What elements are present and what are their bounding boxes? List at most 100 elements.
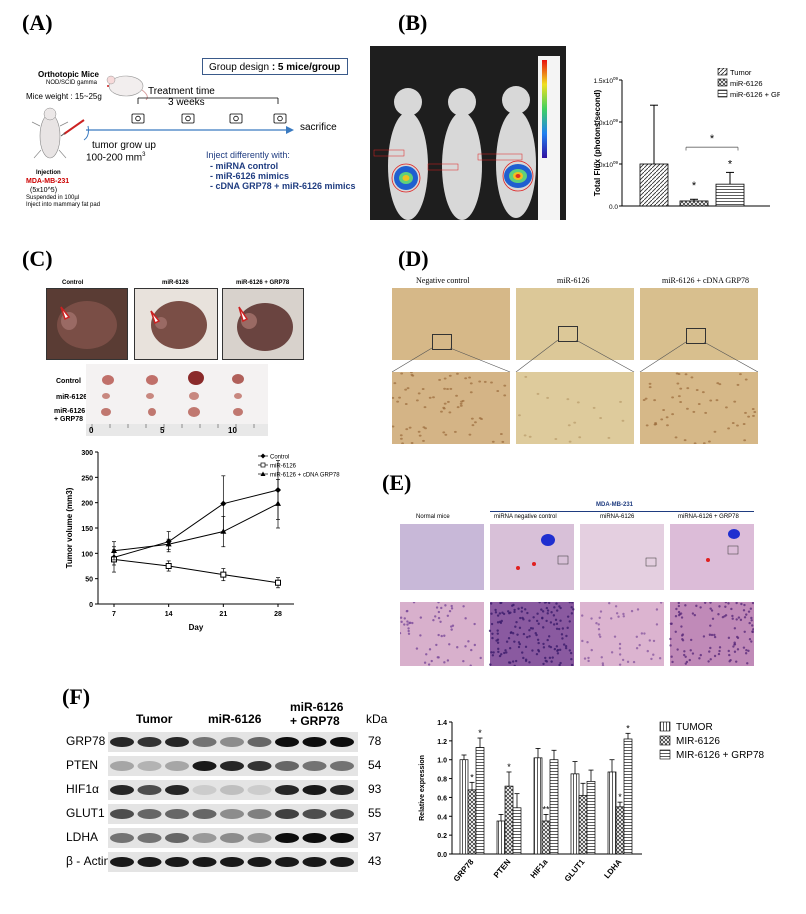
d-cell <box>693 442 697 444</box>
e-nucleus <box>555 609 559 612</box>
d-cell <box>702 442 706 444</box>
e-nucleus <box>635 635 639 638</box>
inject-header: Inject differently with: <box>206 150 290 160</box>
e-nucleus <box>630 609 634 613</box>
blot-band <box>275 737 299 747</box>
b-legend-label-1: Tumor <box>730 68 752 77</box>
d-cell <box>621 419 625 422</box>
blot-band <box>330 761 354 771</box>
e-nucleus <box>541 610 545 613</box>
c-point <box>220 571 227 578</box>
blot-kda-value: 55 <box>368 806 382 820</box>
d-cell <box>453 430 457 433</box>
blot-band <box>137 737 162 747</box>
d-cell <box>422 426 426 429</box>
d-cell <box>399 437 403 440</box>
c-photo-label-grp78: miR-6126 + GRP78 <box>236 280 290 286</box>
d-cell <box>410 373 414 376</box>
e-nucleus <box>552 614 556 617</box>
e-nucleus <box>444 604 447 607</box>
blot-band <box>110 833 134 843</box>
e-nucleus <box>437 610 441 614</box>
c-legend-marker-3 <box>260 471 266 476</box>
e-nucleus <box>568 602 571 604</box>
e-nucleus <box>613 635 617 638</box>
blot-protein-label: LDHA <box>66 830 99 844</box>
e-nucleus <box>735 602 738 605</box>
d-cell <box>401 442 404 444</box>
ruler-mark-10: 10 <box>228 426 237 435</box>
e-nucleus <box>545 602 548 604</box>
blot-band <box>165 857 189 867</box>
d-cell <box>607 436 611 439</box>
d-cell <box>404 388 408 391</box>
e-nucleus <box>564 645 568 648</box>
e-nucleus <box>491 654 495 657</box>
group-design-label: Group design <box>209 62 270 73</box>
e-nucleus <box>434 615 437 618</box>
blot-strip <box>108 804 358 824</box>
d-cell <box>392 425 395 428</box>
e-label-normal: Normal mice <box>416 514 450 520</box>
e-nucleus <box>646 649 649 653</box>
inject-site: Inject into mammary fat pad <box>26 202 101 208</box>
d-cell <box>751 408 755 411</box>
d-cell <box>478 380 482 383</box>
e-nucleus <box>553 606 556 609</box>
e-nucleus <box>622 615 626 618</box>
e-nucleus <box>555 645 559 648</box>
e-nucleus <box>748 638 752 641</box>
f-ylabel: Relative expression <box>419 755 426 821</box>
e-nucleus <box>400 616 403 619</box>
b-ytick-exp: 09 <box>613 160 619 165</box>
f-star: * <box>618 792 622 802</box>
d-cell <box>490 381 493 384</box>
d-cell <box>491 440 495 443</box>
tumor-grow-line2: 100-200 mm3 <box>86 152 145 163</box>
e-nucleus <box>521 651 524 654</box>
f-bar <box>496 820 506 855</box>
flux-bar-chart: 0.0 5.0x1009 1.0x1009 1.5x1009 Total Flux (p… <box>593 68 780 211</box>
c-point <box>111 547 117 553</box>
f-star: ** <box>542 804 550 814</box>
c-legend-marker-2 <box>260 462 266 468</box>
e-nucleus <box>504 649 507 652</box>
e-nucleus <box>583 657 587 660</box>
e-nucleus <box>717 652 721 656</box>
e-nucleus <box>565 634 568 638</box>
e-nucleus <box>679 612 683 615</box>
e-nucleus <box>450 604 453 608</box>
f-legend-label-3: MIR-6126 + GRP78 <box>676 750 765 761</box>
e-nucleus <box>524 659 528 663</box>
e-nucleus <box>733 650 737 653</box>
e-nucleus <box>406 623 409 626</box>
e-nucleus <box>544 656 547 660</box>
e-nucleus <box>675 607 678 611</box>
e-nucleus <box>407 627 410 630</box>
d-cell <box>422 439 425 442</box>
c-ylabel: Tumor volume (mm3) <box>65 487 74 568</box>
e-nucleus <box>728 653 731 657</box>
e-nucleus <box>520 610 523 613</box>
blot-band <box>247 761 272 771</box>
e-nucleus <box>685 660 689 664</box>
c-point <box>220 528 227 534</box>
blot-band <box>192 737 217 747</box>
treatment-weeks: 3 weeks <box>168 97 205 108</box>
e-nucleus <box>513 664 516 666</box>
c-xtick-label: 28 <box>274 611 282 618</box>
d-cell <box>469 382 473 385</box>
e-nucleus <box>568 620 571 623</box>
relative-expression-chart: 0.0 0.2 0.4 0.6 0.8 1.0 1.2 1.4 Relative express… <box>419 720 765 883</box>
e-nucleus <box>518 642 521 646</box>
e-nucleus <box>610 617 613 620</box>
e-nucleus <box>718 605 721 608</box>
blot-band <box>220 785 244 795</box>
e-nucleus <box>743 630 746 633</box>
f-group-grp78-a: miR-6126 <box>290 700 344 714</box>
e-nucleus <box>560 633 564 636</box>
c-tumor-tray <box>86 364 268 436</box>
e-nucleus <box>550 660 553 663</box>
e-nucleus <box>448 643 451 646</box>
d-cell <box>470 417 474 420</box>
